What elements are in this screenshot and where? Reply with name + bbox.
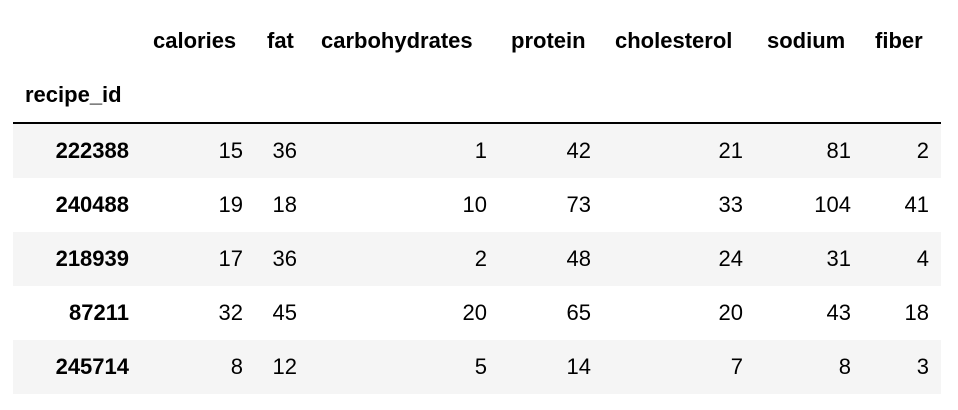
row-index-cell: 240488 <box>55 192 129 217</box>
cell-cholesterol: 21 <box>718 138 743 163</box>
table-row: 222388 15 36 1 42 21 81 2 <box>13 123 941 178</box>
corner-cell <box>13 14 141 68</box>
cell-carbohydrates: 1 <box>474 138 487 163</box>
table-row: 87211 32 45 20 65 20 43 18 <box>13 286 941 340</box>
table-body: 222388 15 36 1 42 21 81 2 240488 19 18 10 73 33 104 41 2… <box>13 123 941 394</box>
cell-sodium: 31 <box>826 246 851 271</box>
cell-sodium: 81 <box>826 138 851 163</box>
cell-fiber: 3 <box>916 354 929 379</box>
cell-carbohydrates: 10 <box>462 192 487 217</box>
index-header-row: recipe_id <box>13 68 941 123</box>
column-header-protein: protein <box>511 28 586 53</box>
cell-fat: 18 <box>272 192 297 217</box>
cell-fat: 36 <box>272 138 297 163</box>
column-header-fiber: fiber <box>875 28 923 53</box>
cell-calories: 17 <box>218 246 243 271</box>
cell-carbohydrates: 2 <box>474 246 487 271</box>
column-header-row: calories fat carbohydrates protein chole… <box>13 14 941 68</box>
table-row: 240488 19 18 10 73 33 104 41 <box>13 178 941 232</box>
cell-cholesterol: 20 <box>718 300 743 325</box>
column-header-cholesterol: cholesterol <box>615 28 733 53</box>
cell-cholesterol: 7 <box>730 354 743 379</box>
dataframe-output: calories fat carbohydrates protein chole… <box>13 14 941 394</box>
table-row: 218939 17 36 2 48 24 31 4 <box>13 232 941 286</box>
cell-sodium: 43 <box>826 300 851 325</box>
cell-fiber: 41 <box>904 192 929 217</box>
cell-fat: 36 <box>272 246 297 271</box>
row-index-cell: 87211 <box>69 300 129 325</box>
cell-cholesterol: 33 <box>718 192 743 217</box>
cell-calories: 19 <box>218 192 243 217</box>
cell-fiber: 18 <box>904 300 929 325</box>
cell-fiber: 4 <box>916 246 929 271</box>
cell-protein: 65 <box>566 300 591 325</box>
cell-fiber: 2 <box>916 138 929 163</box>
cell-cholesterol: 24 <box>718 246 743 271</box>
row-index-cell: 218939 <box>55 246 129 271</box>
cell-protein: 48 <box>566 246 591 271</box>
cell-protein: 42 <box>566 138 591 163</box>
cell-calories: 8 <box>230 354 243 379</box>
row-index-cell: 222388 <box>55 138 129 163</box>
column-header-carbohydrates: carbohydrates <box>321 28 473 53</box>
cell-calories: 32 <box>218 300 243 325</box>
dataframe-table: calories fat carbohydrates protein chole… <box>13 14 941 394</box>
cell-carbohydrates: 20 <box>462 300 487 325</box>
column-header-calories: calories <box>153 28 237 53</box>
cell-carbohydrates: 5 <box>474 354 487 379</box>
table-row: 245714 8 12 5 14 7 8 3 <box>13 340 941 394</box>
cell-protein: 14 <box>566 354 591 379</box>
cell-sodium: 104 <box>814 192 851 217</box>
row-index-cell: 245714 <box>55 354 129 379</box>
cell-protein: 73 <box>566 192 591 217</box>
cell-calories: 15 <box>218 138 243 163</box>
cell-sodium: 8 <box>838 354 851 379</box>
index-name: recipe_id <box>25 82 122 107</box>
column-header-sodium: sodium <box>767 28 846 53</box>
cell-fat: 45 <box>272 300 297 325</box>
column-header-fat: fat <box>267 28 294 53</box>
cell-fat: 12 <box>272 354 297 379</box>
